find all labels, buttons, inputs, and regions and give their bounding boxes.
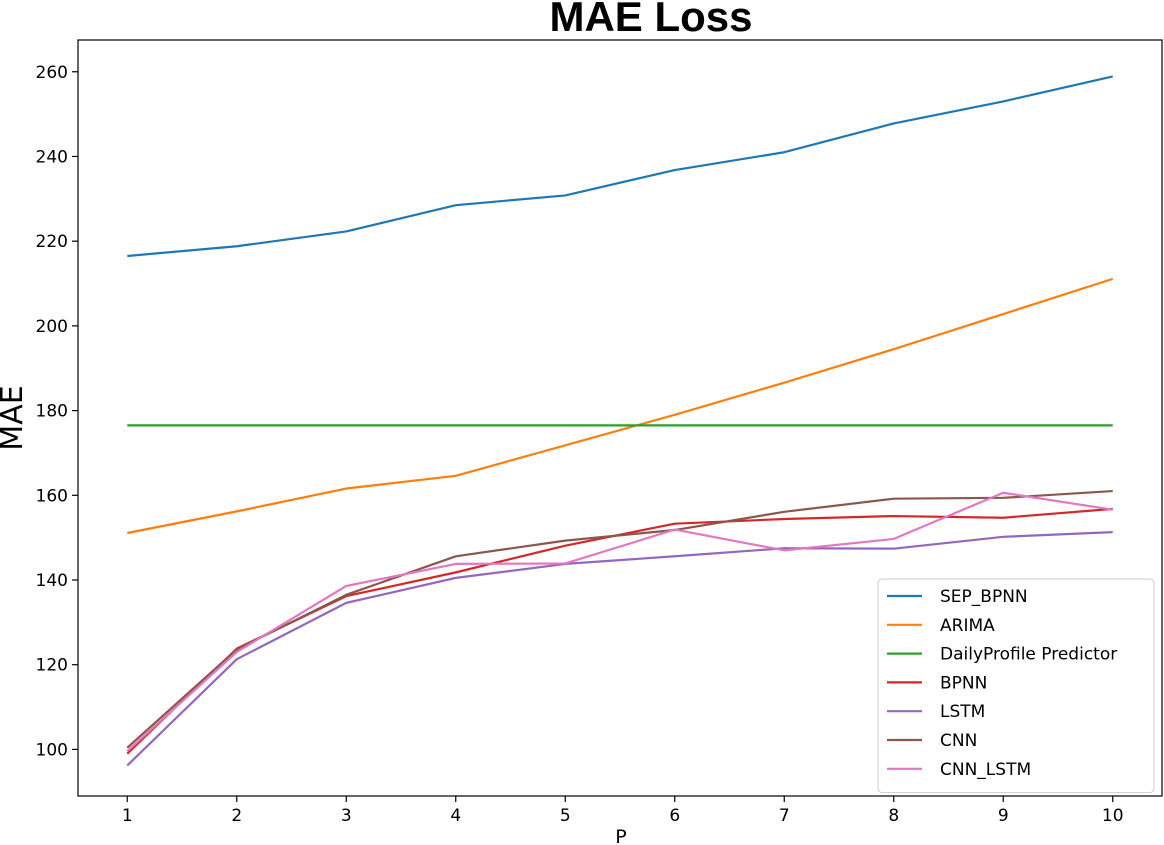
x-tick-label: 1 [122,806,133,826]
legend-label: BPNN [940,673,987,693]
x-tick-label: 3 [341,806,352,826]
legend-label: LSTM [940,702,985,722]
legend-label: SEP_BPNN [940,587,1028,607]
legend-box [877,578,1155,794]
series-line-arima [127,277,1114,535]
x-tick-label: 2 [231,806,242,826]
y-tick-label: 180 [36,402,68,422]
plot-frame [77,39,1163,797]
x-tick-label: 9 [998,806,1009,826]
x-axis-title: P [615,826,626,845]
x-tick-label: 5 [560,806,571,826]
series-line-sep-bpnn [127,75,1113,258]
legend: SEP_BPNN ARIMA DailyProfile Predictor BPNN L… [877,578,1155,794]
legend-label: ARIMA [940,616,995,636]
legend-label: CNN_LSTM [940,760,1031,780]
series-line-lstm [126,531,1113,767]
x-tick-label: 6 [669,806,680,826]
x-tick-label: 10 [1102,806,1124,826]
x-tick-label: 7 [779,806,790,826]
x-tick-label: 8 [888,806,899,826]
x-tick-label: 4 [450,806,461,826]
y-tick-label: 140 [36,571,68,591]
series-line-cnn [126,489,1113,749]
plot-lines [126,75,1114,767]
y-axis-title: MAE [0,385,30,450]
y-tick-label: 160 [36,486,68,506]
y-tick-label: 260 [36,63,68,83]
y-tick-label: 220 [36,232,68,252]
y-tick-label: 120 [36,656,68,676]
y-tick-label: 100 [36,740,68,760]
series-line-cnn-lstm [126,491,1113,752]
chart-title: MAE Loss [549,0,752,40]
y-tick-label: 240 [36,147,68,167]
legend-label: CNN [940,731,977,751]
y-tick-label: 200 [36,317,68,337]
x-axis: 1 2 3 4 5 6 7 8 9 10 [122,796,1124,826]
y-axis: 100 120 140 160 180 200 220 240 260 [36,63,78,760]
legend-label: DailyProfile Predictor [940,645,1117,665]
